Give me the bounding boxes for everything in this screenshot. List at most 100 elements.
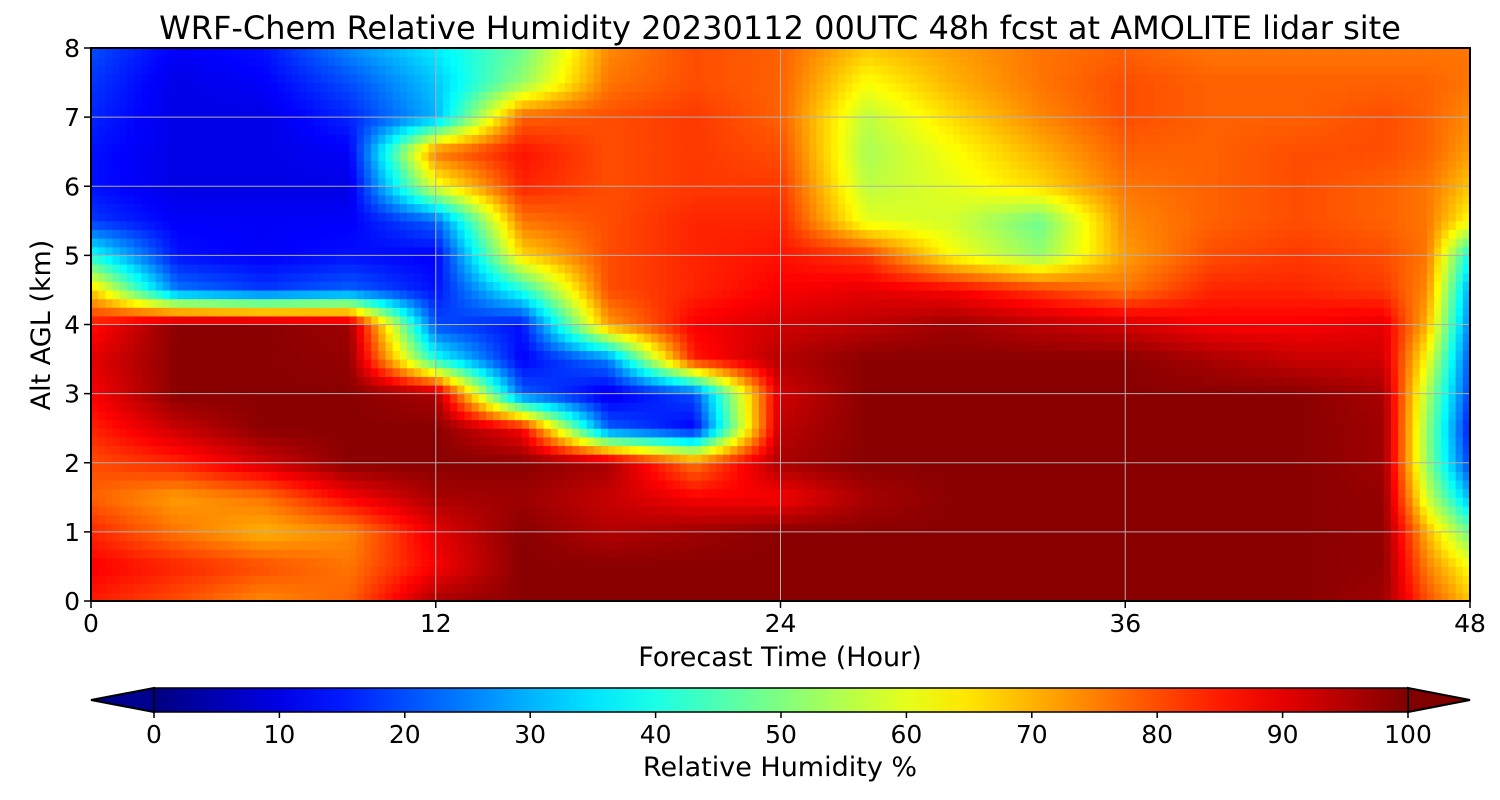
heatmap-cell <box>629 410 638 421</box>
heatmap-cell <box>1304 393 1313 403</box>
heatmap-cell <box>270 462 279 472</box>
heatmap-cell <box>1347 549 1356 559</box>
heatmap-cell <box>974 410 983 421</box>
heatmap-cell <box>701 514 710 524</box>
heatmap-cell <box>1434 566 1442 576</box>
heatmap-cell <box>687 384 695 395</box>
heatmap-cell <box>1067 445 1076 455</box>
heatmap-cell <box>1319 471 1327 481</box>
heatmap-cell <box>845 575 853 585</box>
heatmap-cell <box>715 549 724 559</box>
heatmap-cell <box>119 410 128 421</box>
heatmap-cell <box>1232 410 1241 421</box>
heatmap-cell <box>1398 583 1406 593</box>
heatmap-cell <box>837 592 846 601</box>
heatmap-cell <box>1024 410 1033 421</box>
heatmap-cell <box>306 471 315 481</box>
heatmap-cell <box>155 445 164 455</box>
heatmap-cell <box>823 488 832 498</box>
heatmap-cell <box>579 410 588 421</box>
heatmap-cell <box>1304 497 1313 507</box>
heatmap-cell <box>1225 376 1234 386</box>
heatmap-cell <box>414 462 422 472</box>
heatmap-cell <box>758 566 767 576</box>
heatmap-cell <box>126 384 135 395</box>
heatmap-cell <box>988 402 997 412</box>
heatmap-cell <box>960 488 968 498</box>
heatmap-cell <box>557 445 566 455</box>
heatmap-cell <box>1434 514 1442 524</box>
heatmap-cell <box>134 454 142 464</box>
heatmap-cell <box>572 376 580 386</box>
heatmap-cell <box>902 566 911 576</box>
heatmap-cell <box>450 402 458 412</box>
heatmap-cell <box>1089 505 1098 516</box>
heatmap-cell <box>1355 445 1363 455</box>
heatmap-cell <box>407 462 415 472</box>
heatmap-cell <box>1010 575 1019 585</box>
heatmap-cell <box>1218 531 1227 542</box>
heatmap-cell <box>191 514 200 524</box>
heatmap-cell <box>945 445 954 455</box>
heatmap-cell <box>687 471 695 481</box>
heatmap-cell <box>529 549 537 559</box>
heatmap-cell <box>672 471 681 481</box>
heatmap-cell <box>205 575 214 585</box>
heatmap-cell <box>263 419 272 429</box>
heatmap-cell <box>385 393 394 403</box>
heatmap-cell <box>1247 531 1256 542</box>
heatmap-cell <box>1290 557 1299 568</box>
heatmap-cell <box>119 583 128 593</box>
heatmap-cell <box>1204 410 1213 421</box>
heatmap-cell <box>371 402 379 412</box>
heatmap-cell <box>392 462 401 472</box>
heatmap-cell <box>507 488 516 498</box>
heatmap-cell <box>1197 497 1205 507</box>
heatmap-cell <box>292 480 300 490</box>
heatmap-cell <box>708 583 717 593</box>
heatmap-cell <box>1311 471 1320 481</box>
heatmap-cell <box>665 488 674 498</box>
heatmap-cell <box>478 393 487 403</box>
heatmap-cell <box>565 428 573 438</box>
heatmap-cell <box>888 436 897 447</box>
heatmap-cell <box>1276 514 1284 524</box>
heatmap-cell <box>995 583 1004 593</box>
heatmap-cell <box>464 393 473 403</box>
heatmap-cell <box>1082 436 1090 447</box>
heatmap-cell <box>902 505 911 516</box>
heatmap-cell <box>1110 384 1119 395</box>
heatmap-cell <box>557 583 566 593</box>
heatmap-cell <box>1340 592 1349 601</box>
heatmap-cell <box>780 384 789 395</box>
heatmap-cell <box>1319 531 1327 542</box>
heatmap-cell <box>715 557 724 568</box>
heatmap-cell <box>1153 557 1162 568</box>
heatmap-cell <box>1261 592 1270 601</box>
heatmap-cell <box>938 462 947 472</box>
heatmap-cell <box>162 540 171 550</box>
heatmap-cell <box>385 410 394 421</box>
heatmap-cell <box>1441 557 1450 568</box>
heatmap-cell <box>644 454 652 464</box>
heatmap-cell <box>500 471 509 481</box>
heatmap-cell <box>845 480 853 490</box>
heatmap-cell <box>1110 488 1119 498</box>
heatmap-cell <box>1096 393 1105 403</box>
heatmap-cell <box>1283 583 1292 593</box>
heatmap-cell <box>1132 393 1141 403</box>
heatmap-cell <box>435 540 444 550</box>
heatmap-cell <box>414 488 422 498</box>
heatmap-cell <box>1168 471 1177 481</box>
heatmap-cell <box>586 402 595 412</box>
heatmap-cell <box>565 488 573 498</box>
heatmap-cell <box>593 557 602 568</box>
heatmap-cell <box>1311 566 1320 576</box>
heatmap-cell <box>694 436 703 447</box>
heatmap-cell <box>529 531 537 542</box>
heatmap-cell <box>845 454 853 464</box>
heatmap-cell <box>1362 549 1371 559</box>
heatmap-cell <box>945 454 954 464</box>
heatmap-cell <box>1355 462 1363 472</box>
heatmap-cell <box>493 583 501 593</box>
